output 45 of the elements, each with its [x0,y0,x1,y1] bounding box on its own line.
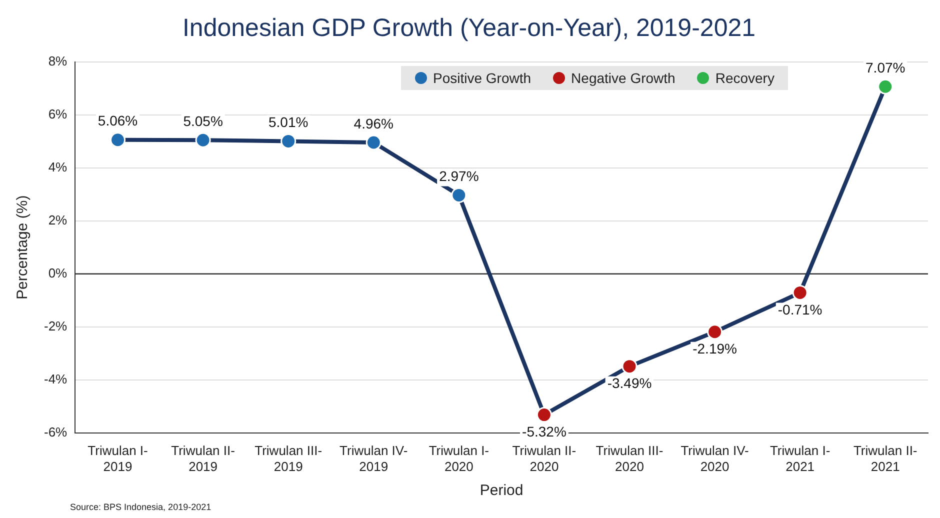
x-tick-label: Triwulan II- 2019 [171,443,235,474]
y-tick-label: -6% [44,424,68,440]
data-label: -2.19% [692,340,737,357]
point [707,324,723,340]
y-tick-label: 6% [48,106,68,122]
data-label: -0.71% [778,302,822,318]
data-label: 5.01% [268,114,308,130]
data-label: 5.06% [98,112,138,129]
legend-label: Recovery [714,70,774,86]
x-axis-title: Period [480,482,524,500]
x-tick-label: Triwulan IV- 2020 [680,443,749,474]
y-tick-label: 4% [48,160,68,175]
source-note: Source: BPS Indonesia, 2019-2021 [70,502,212,512]
y-tick-label: -2% [44,318,68,334]
legend-label: Negative Growth [570,70,676,86]
x-tick-label: Triwulan I- 2020 [428,443,490,474]
data-label: -5.32% [522,424,566,440]
data-label: -3.49% [607,375,652,392]
x-tick-label: Triwulan I- 2019 [88,443,148,474]
data-label: 7.07% [866,59,906,76]
point [792,284,808,300]
x-tick-label: Triwulan I- 2021 [770,443,830,474]
y-tick-label: 8% [48,54,68,69]
legend-label: Positive Growth [432,70,532,86]
y-tick-label: 2% [48,212,68,228]
point [366,134,382,150]
point [451,187,467,203]
point [280,133,296,149]
x-tick-label: Triwulan II- 2021 [853,443,918,474]
x-tick-label: Triwulan IV- 2019 [340,443,408,474]
y-axis-title: Percentage (%) [14,195,32,300]
x-tick-label: Triwulan III- 2019 [254,443,322,474]
chart-title: Indonesian GDP Growth (Year-on-Year), 2019-2021 [182,14,756,42]
point [195,132,211,148]
x-tick-label: Triwulan II- 2020 [512,443,576,474]
data-label: 2.97% [439,168,479,184]
x-tick-label: Triwulan III- 2020 [596,443,664,474]
y-tick-label: 0% [48,265,68,280]
point [536,407,552,423]
y-tick-label: -4% [44,371,68,386]
point [110,132,126,148]
data-label: 5.05% [183,112,223,129]
point [622,358,638,374]
data-label: 4.96% [354,115,394,132]
point [878,78,894,94]
